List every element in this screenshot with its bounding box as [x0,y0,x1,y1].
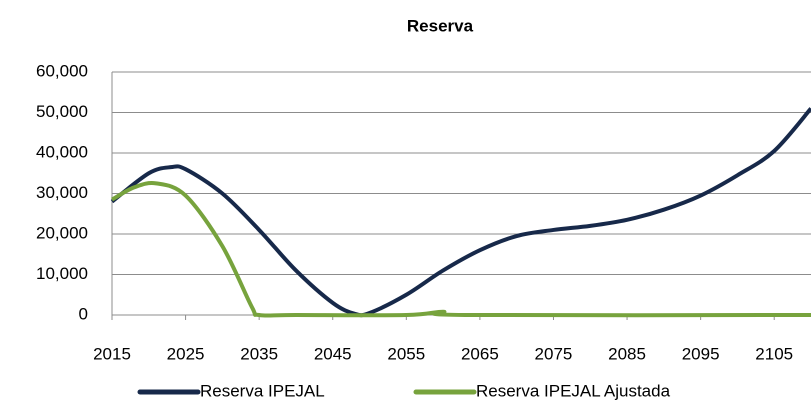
x-tick-label: 2105 [755,344,793,363]
x-tick-label: 2055 [387,344,425,363]
y-tick-label: 50,000 [36,102,88,121]
x-tick-label: 2075 [535,344,573,363]
x-tick-label: 2085 [608,344,646,363]
x-tick-label: 2015 [93,344,131,363]
chart-title: Reserva [407,16,474,35]
legend-label: Reserva IPEJAL [200,381,325,400]
x-tick-label: 2035 [240,344,278,363]
x-tick-label: 2025 [167,344,205,363]
series-line [110,107,811,318]
y-tick-label: 60,000 [36,61,88,80]
y-tick-label: 0 [79,304,88,323]
y-tick-label: 40,000 [36,142,88,161]
y-tick-label: 30,000 [36,183,88,202]
y-tick-label: 20,000 [36,223,88,242]
y-tick-label: 10,000 [36,264,88,283]
x-tick-label: 2095 [682,344,720,363]
legend-label: Reserva IPEJAL Ajustada [476,381,671,400]
x-tick-label: 2065 [461,344,499,363]
x-tick-label: 2045 [314,344,352,363]
series-line [111,181,811,318]
